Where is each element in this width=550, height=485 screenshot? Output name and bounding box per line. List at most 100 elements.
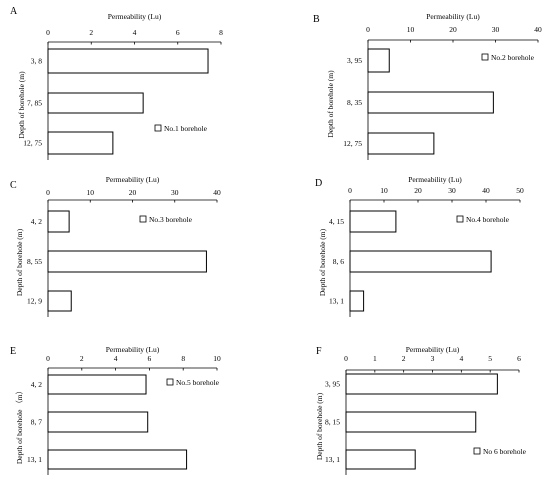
- panel-letter: D: [315, 178, 322, 189]
- bar: [349, 210, 397, 233]
- legend-swatch: [473, 447, 481, 455]
- x-tick-label: 0: [366, 25, 370, 34]
- bar: [47, 449, 188, 470]
- y-axis-title: Depth of borehole (m): [315, 392, 324, 460]
- x-tick-label: 8: [219, 28, 223, 37]
- bar: [345, 449, 416, 470]
- legend-label: No.1 borehole: [164, 124, 208, 133]
- bar: [47, 48, 209, 74]
- x-tick-label: 4: [114, 354, 118, 363]
- y-axis-title: Depth of borehole (m): [326, 70, 335, 138]
- chart-panel-f: F Permeability (Lu) 0 1 2 3 4 5 6 3, 95 8, 15 13, 1…: [315, 345, 527, 475]
- category-label: 8, 35: [347, 98, 362, 107]
- x-axis-title: Permeability (Lu): [106, 175, 160, 184]
- x-tick-label: 8: [181, 354, 185, 363]
- legend-label: No.5 borehole: [176, 378, 220, 387]
- category-label: 8, 7: [31, 418, 43, 427]
- chart-panel-a: A Permeability (Lu) 0 2 4 6 8 3, 8 7, 85 12, 75De…: [10, 6, 223, 160]
- bar: [345, 411, 477, 433]
- x-tick-label: 50: [516, 186, 524, 195]
- x-tick-label: 40: [482, 186, 490, 195]
- category-label: 8, 55: [27, 257, 42, 266]
- bar: [47, 210, 70, 233]
- x-tick-label: 10: [407, 25, 415, 34]
- category-label: 13, 1: [325, 455, 340, 464]
- x-tick-label: 6: [517, 354, 521, 363]
- x-tick-label: 10: [213, 354, 221, 363]
- category-label: 4, 2: [31, 217, 43, 226]
- y-axis-title: Depth of borehole (m): [15, 228, 24, 296]
- bar: [47, 92, 144, 114]
- x-tick-label: 20: [129, 188, 137, 197]
- x-tick-label: 4: [133, 28, 137, 37]
- x-axis-title: Permeability (Lu): [406, 345, 460, 354]
- chart-panel-d: D Permeability (Lu) 0 10 20 30 40 50 4, 15 8, 6 13…: [315, 175, 524, 317]
- panel-letter: E: [10, 346, 16, 357]
- x-tick-label: 40: [534, 25, 542, 34]
- bar: [47, 250, 207, 273]
- x-tick-label: 30: [171, 188, 179, 197]
- x-tick-label: 30: [492, 25, 500, 34]
- category-label: 3, 8: [31, 57, 43, 66]
- category-label: 3, 95: [347, 56, 362, 65]
- y-axis-title: Depth of borehole (m): [318, 228, 327, 296]
- x-tick-label: 10: [380, 186, 388, 195]
- y-axis-title: Depth of borehole （m）: [15, 387, 24, 464]
- bar: [367, 91, 494, 114]
- panel-letter: A: [10, 6, 18, 17]
- x-tick-label: 1: [373, 354, 377, 363]
- x-tick-label: 6: [176, 28, 180, 37]
- legend-label: No.3 borehole: [149, 215, 193, 224]
- x-tick-label: 2: [89, 28, 93, 37]
- x-tick-label: 2: [402, 354, 406, 363]
- category-label: 12, 75: [23, 139, 42, 148]
- legend-label: No 6 borehole: [483, 447, 527, 456]
- x-tick-label: 0: [46, 188, 50, 197]
- category-label: 7, 85: [27, 99, 42, 108]
- x-tick-label: 3: [431, 354, 435, 363]
- legend-swatch: [481, 53, 489, 61]
- legend-label: No.2 borehole: [491, 53, 535, 62]
- legend-swatch: [456, 215, 464, 223]
- x-tick-label: 0: [344, 354, 348, 363]
- bar: [47, 290, 72, 312]
- x-tick-label: 6: [148, 354, 152, 363]
- bar: [47, 411, 149, 433]
- x-tick-label: 40: [213, 188, 221, 197]
- x-tick-label: 10: [87, 188, 95, 197]
- panel-letter: F: [316, 346, 322, 357]
- panel-letter: C: [10, 180, 17, 191]
- bar: [47, 131, 114, 155]
- panel-letter: B: [313, 14, 320, 25]
- x-tick-label: 0: [46, 354, 50, 363]
- category-label: 12, 9: [27, 297, 42, 306]
- legend-swatch: [139, 215, 147, 223]
- x-tick-label: 2: [80, 354, 84, 363]
- bar: [345, 373, 498, 395]
- x-tick-label: 5: [488, 354, 492, 363]
- chart-panel-b: B Permeability (Lu) 0 10 20 30 40 3, 95 8, 35 12,…: [313, 12, 542, 160]
- bar: [47, 374, 147, 395]
- x-axis-title: Permeability (Lu): [426, 12, 480, 21]
- bar: [367, 48, 390, 73]
- x-tick-label: 0: [46, 28, 50, 37]
- legend-swatch: [166, 378, 174, 386]
- y-axis-title: Depth of borehole (m): [17, 71, 26, 139]
- category-label: 8, 15: [325, 418, 340, 427]
- x-tick-label: 20: [414, 186, 422, 195]
- category-label: 13, 1: [27, 455, 42, 464]
- x-tick-label: 4: [459, 354, 463, 363]
- chart-panel-e: E Permeability (Lu) 0 2 4 6 8 10 4, 2 8, 7 13, 1De…: [10, 345, 221, 475]
- category-label: 4, 15: [329, 217, 344, 226]
- x-axis-title: Permeability (Lu): [108, 12, 162, 21]
- x-tick-label: 20: [449, 25, 457, 34]
- bar: [367, 132, 435, 155]
- legend-swatch: [154, 124, 162, 132]
- bar: [349, 250, 492, 273]
- x-tick-label: 0: [348, 186, 352, 195]
- x-axis-title: Permeability (Lu): [106, 345, 160, 354]
- category-label: 13, 1: [329, 297, 344, 306]
- legend-label: No.4 borehole: [466, 215, 510, 224]
- chart-panel-c: C Permeability (Lu) 0 10 20 30 40 4, 2 8, 55 12, …: [10, 175, 221, 317]
